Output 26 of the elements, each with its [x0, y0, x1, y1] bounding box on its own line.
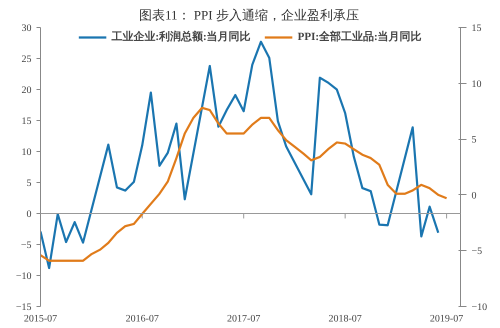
x-tick-label: 2018-07: [328, 314, 362, 324]
y-tick-label: 5: [26, 178, 32, 189]
y2-tick-label: −10: [472, 302, 488, 313]
y-tick-label: −10: [16, 271, 32, 282]
y-tick-label: 20: [22, 85, 32, 96]
legend-label: PPI:全部工业品:当月同比: [298, 30, 422, 44]
x-tick-label: 2019-07: [430, 314, 464, 324]
x-tick-label: 2015-07: [24, 314, 58, 324]
line-series: [40, 106, 448, 262]
y-tick-label: 0: [26, 209, 32, 220]
y2-tick-label: 15: [472, 23, 482, 34]
y2-tick-label: 10: [472, 78, 482, 90]
x-tick-label: 2017-07: [227, 314, 260, 324]
y-tick-label: 10: [22, 147, 32, 158]
y-tick-label: 25: [22, 54, 32, 65]
chart-title: 图表11： PPI 步入通缩，企业盈利承压: [138, 8, 359, 22]
y2-tick-label: −5: [472, 246, 482, 258]
y-tick-label: −5: [20, 240, 32, 251]
y-tick-label: 15: [22, 116, 32, 127]
y2-tick-label: 5: [472, 134, 476, 146]
y-tick-label: −15: [16, 302, 32, 313]
legend-label: 工业企业:利润总额:当月同比: [111, 30, 251, 44]
y2-tick-label: 0: [472, 190, 476, 202]
x-tick-label: 2016-07: [126, 314, 159, 324]
line-series: [40, 40, 440, 270]
y-tick-label: 30: [22, 23, 32, 34]
